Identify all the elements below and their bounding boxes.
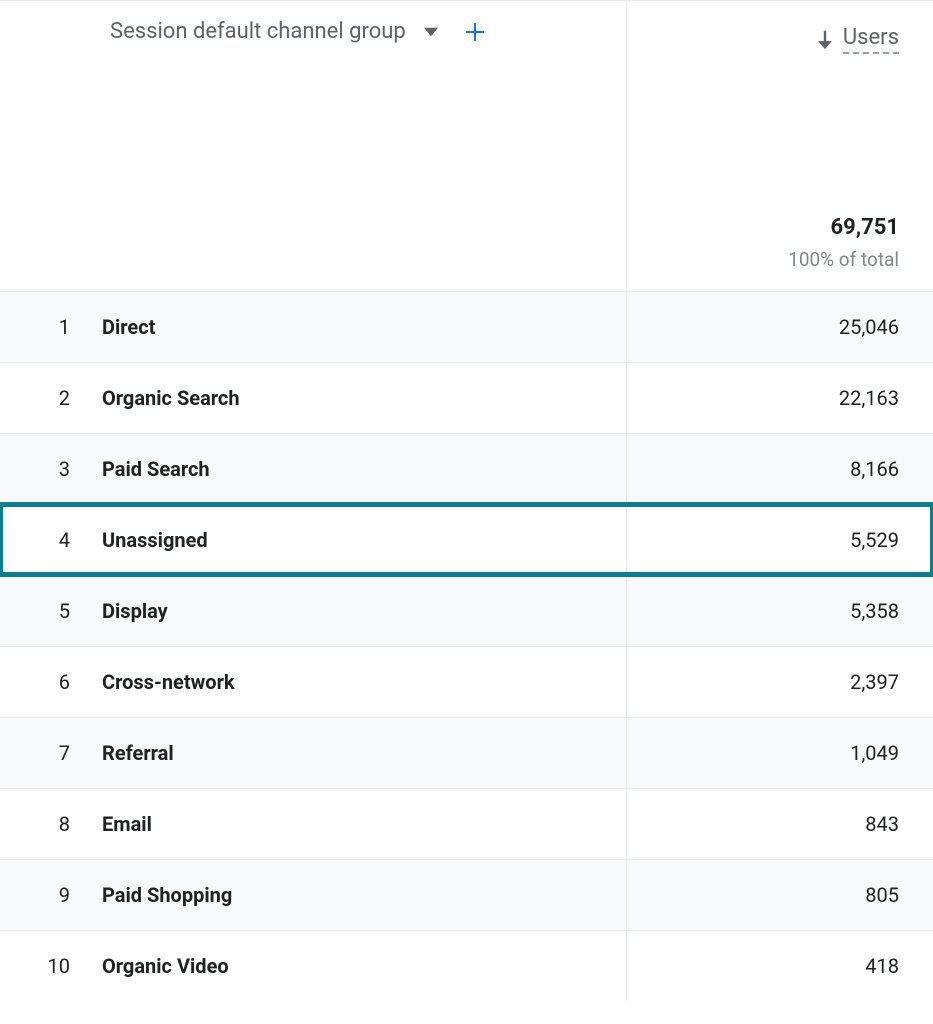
metric-header-cell: Users 69,751 100% of total (626, 1, 933, 291)
metric-total-block: 69,751 100% of total (627, 215, 899, 291)
row-dimension-cell: 2 Organic Search (0, 363, 626, 433)
row-label[interactable]: Display (102, 599, 168, 623)
row-dimension-cell: 8 Email (0, 789, 626, 859)
arrow-down-icon[interactable] (817, 31, 833, 49)
row-label[interactable]: Email (102, 812, 152, 836)
chevron-down-icon[interactable] (424, 27, 438, 37)
row-metric-cell: 5,358 (626, 576, 933, 646)
row-metric-cell: 805 (626, 860, 933, 930)
row-dimension-cell: 6 Cross-network (0, 647, 626, 717)
row-label[interactable]: Direct (102, 315, 155, 339)
metric-total-subtext: 100% of total (627, 248, 899, 271)
table-row[interactable]: 3 Paid Search 8,166 (0, 433, 933, 504)
row-index: 10 (32, 954, 70, 978)
row-dimension-cell: 5 Display (0, 576, 626, 646)
row-metric-cell: 1,049 (626, 718, 933, 788)
row-metric-cell: 22,163 (626, 363, 933, 433)
row-index: 3 (32, 457, 70, 481)
table-row[interactable]: 2 Organic Search 22,163 (0, 362, 933, 433)
row-label[interactable]: Referral (102, 741, 174, 765)
metric-column-header[interactable]: Users (843, 25, 899, 54)
dimension-header-cell: Session default channel group (0, 1, 626, 291)
table-row[interactable]: 4 Unassigned 5,529 (0, 504, 933, 575)
row-index: 9 (32, 883, 70, 907)
row-label[interactable]: Organic Search (102, 386, 240, 410)
row-dimension-cell: 9 Paid Shopping (0, 860, 626, 930)
row-index: 1 (32, 315, 70, 339)
table-row[interactable]: 5 Display 5,358 (0, 575, 933, 646)
row-dimension-cell: 7 Referral (0, 718, 626, 788)
table-row[interactable]: 10 Organic Video 418 (0, 930, 933, 1001)
table-row[interactable]: 6 Cross-network 2,397 (0, 646, 933, 717)
row-metric-cell: 25,046 (626, 292, 933, 362)
channel-group-table: Session default channel group (0, 0, 933, 1001)
row-label[interactable]: Paid Search (102, 457, 210, 481)
row-label[interactable]: Cross-network (102, 670, 235, 694)
row-dimension-cell: 3 Paid Search (0, 434, 626, 504)
row-label[interactable]: Organic Video (102, 954, 229, 978)
row-metric-cell: 5,529 (626, 505, 933, 575)
table-row[interactable]: 7 Referral 1,049 (0, 717, 933, 788)
add-dimension-button[interactable] (464, 21, 486, 43)
row-index: 5 (32, 599, 70, 623)
table-header-row: Session default channel group (0, 0, 933, 291)
row-dimension-cell: 10 Organic Video (0, 931, 626, 1001)
row-label[interactable]: Paid Shopping (102, 883, 232, 907)
row-index: 2 (32, 386, 70, 410)
row-metric-cell: 2,397 (626, 647, 933, 717)
table-row[interactable]: 1 Direct 25,046 (0, 291, 933, 362)
row-dimension-cell: 1 Direct (0, 292, 626, 362)
row-dimension-cell: 4 Unassigned (0, 505, 626, 575)
table-row[interactable]: 8 Email 843 (0, 788, 933, 859)
row-index: 7 (32, 741, 70, 765)
metric-total-value: 69,751 (627, 215, 899, 240)
row-label[interactable]: Unassigned (102, 528, 208, 552)
row-metric-cell: 418 (626, 931, 933, 1001)
table-row[interactable]: 9 Paid Shopping 805 (0, 859, 933, 930)
row-index: 4 (32, 528, 70, 552)
row-index: 8 (32, 812, 70, 836)
row-index: 6 (32, 670, 70, 694)
row-metric-cell: 8,166 (626, 434, 933, 504)
dimension-picker-label[interactable]: Session default channel group (110, 19, 406, 44)
row-metric-cell: 843 (626, 789, 933, 859)
